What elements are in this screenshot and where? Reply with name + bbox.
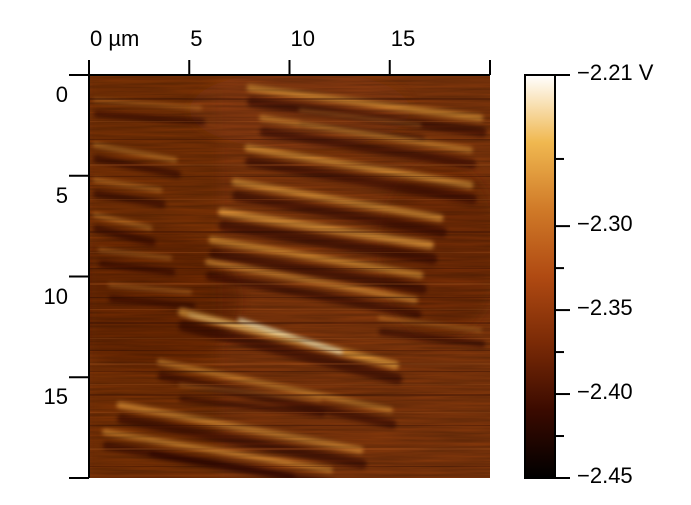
colorbar-tick-label: −2.30	[577, 211, 633, 237]
x-tick-label: 10	[290, 26, 315, 51]
x-tick-label: 0 µm	[90, 26, 140, 51]
image-noise	[89, 75, 490, 478]
colorbar-tick-label: −2.45	[577, 463, 633, 488]
y-tick-label: 5	[55, 182, 68, 208]
y-tick-label: 15	[43, 384, 68, 410]
x-tick-label: 5	[190, 26, 203, 51]
colorbar-frame	[524, 74, 556, 479]
colorbar-tick-label: −2.40	[577, 379, 633, 405]
colorbar-tick-label: −2.21 V	[577, 60, 654, 85]
axes	[69, 60, 570, 479]
afm-image	[89, 75, 490, 478]
colorbar-tick-label: −2.35	[577, 295, 633, 321]
y-tick-label: 10	[43, 283, 68, 309]
y-tick-label: 0	[55, 82, 68, 107]
colorbar-gradient	[525, 75, 555, 478]
x-tick-label: 15	[390, 26, 416, 51]
colorbar	[524, 74, 556, 479]
